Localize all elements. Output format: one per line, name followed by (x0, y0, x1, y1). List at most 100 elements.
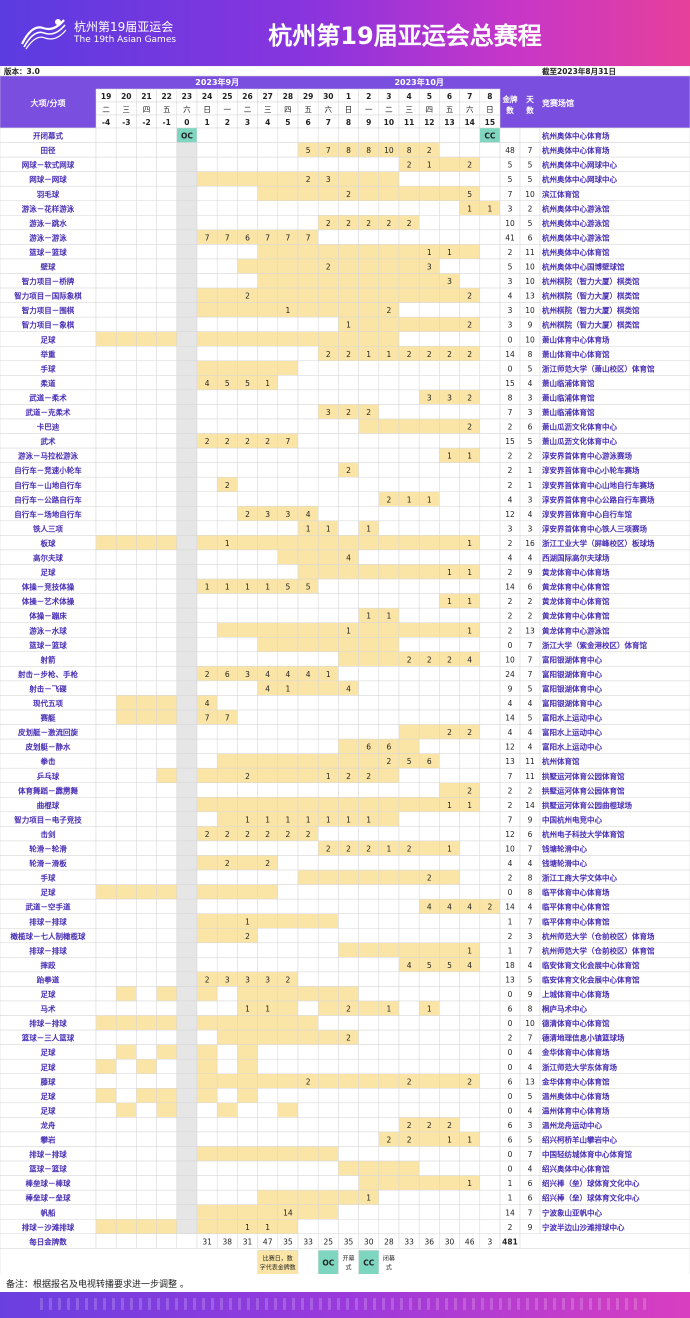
gold-total: 0 (508, 1063, 513, 1072)
legend-open: 开幕 (342, 1254, 354, 1262)
schedule-cell (398, 811, 420, 827)
gold-total: 15 (505, 437, 515, 446)
venue-name: 上城体育中心体育场 (542, 989, 610, 999)
gold-count: 1 (427, 248, 432, 257)
gold-count: 2 (326, 350, 331, 359)
schedule-cell (338, 506, 359, 522)
schedule-cell (459, 549, 481, 565)
schedule-cell (237, 389, 258, 405)
schedule-cell (418, 855, 440, 871)
schedule-cell (358, 578, 380, 594)
daily-gold-cell (136, 1233, 157, 1249)
schedule-cell (115, 346, 137, 362)
schedule-cell (378, 1058, 400, 1075)
schedule-cell (338, 957, 359, 973)
schedule-cell (176, 782, 198, 798)
schedule-cell (479, 1058, 501, 1075)
schedule-cell (237, 651, 258, 667)
schedule-cell (156, 1131, 178, 1147)
gold-count: 1 (306, 524, 311, 533)
schedule-cell (418, 1058, 440, 1075)
schedule-cell (95, 738, 117, 754)
competition-day-cell (237, 1015, 258, 1031)
schedule-cell (459, 738, 481, 754)
gold-count: 2 (265, 830, 270, 839)
schedule-cell (439, 520, 460, 536)
daily-gold-value: 46 (465, 1237, 475, 1246)
competition-day-cell (317, 185, 339, 201)
schedule-cell (358, 666, 380, 682)
schedule-cell (95, 360, 117, 376)
event-name: 棒垒球－棒球 (26, 1178, 71, 1188)
event-name: 手球 (41, 363, 56, 373)
gold-count: 2 (245, 772, 250, 781)
venue-name: 杭州棋院（智力大厦）棋类馆 (542, 276, 640, 286)
weekday-label: 四 (426, 105, 434, 114)
event-name: 体育舞蹈－霹雳舞 (18, 785, 78, 795)
gold-total: 5 (508, 263, 513, 272)
schedule-cell (115, 244, 137, 260)
schedule-cell (378, 229, 400, 245)
schedule-cell (479, 156, 501, 172)
gold-total: 14 (505, 714, 515, 723)
daily-gold-value: 36 (425, 1237, 435, 1246)
gold-count: 2 (326, 845, 331, 854)
schedule-cell (439, 1000, 460, 1016)
gold-count: 1 (467, 597, 472, 606)
schedule-cell (95, 1160, 117, 1176)
schedule-cell (136, 549, 157, 565)
days-total: 3 (528, 393, 533, 402)
event-name: 排球－沙滩排球 (22, 1222, 75, 1232)
schedule-cell (95, 593, 117, 609)
competition-day-cell (237, 1088, 258, 1104)
schedule-cell (95, 651, 117, 667)
schedule-cell (237, 724, 258, 740)
schedule-cell (95, 753, 117, 769)
gold-count: 1 (245, 583, 250, 592)
schedule-cell (317, 200, 339, 216)
schedule-cell (338, 491, 359, 507)
schedule-cell (176, 1175, 198, 1191)
schedule-cell (176, 316, 198, 332)
gold-total: 4 (508, 554, 513, 563)
competition-day-cell (439, 156, 460, 172)
venue-name: 萧山临浦体育馆 (542, 407, 595, 417)
gold-count: 3 (225, 975, 230, 984)
schedule-cell (216, 898, 238, 914)
competition-day-cell (257, 302, 279, 318)
gold-count: 5 (245, 379, 250, 388)
schedule-cell (156, 1204, 178, 1220)
date-label: 28 (283, 92, 293, 101)
competition-day-cell (297, 622, 319, 638)
gold-count: 1 (467, 946, 472, 955)
event-name: 柔道 (41, 378, 56, 388)
schedule-cell (136, 287, 157, 303)
schedule-cell (95, 767, 117, 784)
date-label: 19 (101, 92, 111, 101)
event-name: 篮球－篮球 (28, 640, 67, 650)
schedule-cell (297, 942, 319, 958)
schedule-cell (317, 491, 339, 507)
daily-gold-value: 3 (488, 1237, 493, 1246)
schedule-cell (115, 520, 137, 536)
event-name: 皮划艇－静水 (25, 742, 71, 752)
gold-count: 1 (286, 815, 291, 824)
competition-day-cell (297, 1204, 319, 1220)
schedule-cell (317, 724, 339, 740)
schedule-cell (95, 1000, 117, 1016)
schedule-cell (378, 1146, 400, 1162)
weekday-label: 五 (304, 105, 312, 114)
schedule-cell (317, 884, 339, 900)
schedule-cell (418, 462, 440, 478)
event-name: 马术 (41, 1004, 56, 1014)
gold-count: 2 (467, 321, 472, 330)
schedule-cell (196, 346, 218, 362)
competition-day-cell (358, 564, 380, 580)
gold-count: 3 (447, 277, 452, 286)
event-name: 智力项目－象棋 (22, 320, 75, 330)
schedule-cell (459, 607, 481, 623)
schedule-cell (358, 156, 380, 172)
schedule-cell (115, 273, 137, 289)
schedule-cell (156, 1117, 178, 1133)
days-total: 10 (525, 190, 535, 199)
